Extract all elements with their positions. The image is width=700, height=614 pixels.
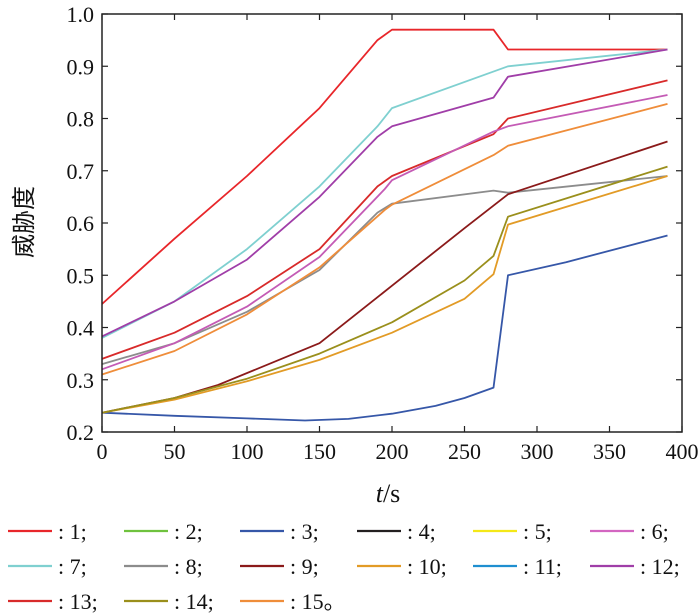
series-line-13 xyxy=(101,79,668,360)
y-tick-label: 0.2 xyxy=(67,420,95,445)
plot-frame xyxy=(101,13,683,433)
legend-label-1: : 1; xyxy=(58,519,87,544)
y-tick-label: 0.3 xyxy=(67,368,95,393)
legend-label-15: : 15。 xyxy=(290,589,346,614)
x-tick-label: 200 xyxy=(376,439,409,464)
x-tick-label: 350 xyxy=(593,439,626,464)
series-line-1 xyxy=(101,28,668,305)
legend-label-2: : 2; xyxy=(174,519,203,544)
legend-label-13: : 13; xyxy=(58,589,98,614)
series-line-3 xyxy=(101,234,668,422)
legend-label-14: : 14; xyxy=(174,589,214,614)
legend-label-6: : 6; xyxy=(640,519,669,544)
plot-lines xyxy=(101,28,668,422)
legend-label-5: : 5; xyxy=(523,519,552,544)
x-axis-label: t/s xyxy=(376,479,401,508)
axis-tick-labels: 0 50 100 150 200 250 300 350 400 0.2 0.3 0.4 0.5 0.6 0… xyxy=(67,2,699,464)
x-tick-label: 250 xyxy=(448,439,481,464)
y-tick-label: 0.4 xyxy=(67,316,95,341)
legend: : 1; : 2; : 3; : 4; : 5; : 6; : 7; : 8; : 9; : 10… xyxy=(8,519,680,614)
series-line-15 xyxy=(101,103,668,376)
axis-ticks xyxy=(101,13,683,433)
series-line-7 xyxy=(101,48,668,339)
y-tick-label: 1.0 xyxy=(67,2,95,27)
y-tick-label: 0.8 xyxy=(67,107,95,132)
legend-label-10: : 10; xyxy=(407,554,447,579)
series-line-12 xyxy=(101,48,668,338)
x-axis-label-unit: /s xyxy=(383,479,400,508)
series-line-14 xyxy=(101,165,668,414)
legend-label-9: : 9; xyxy=(290,554,319,579)
x-tick-label: 0 xyxy=(97,439,108,464)
series-line-8 xyxy=(101,175,668,365)
x-tick-label: 100 xyxy=(231,439,264,464)
x-tick-label: 50 xyxy=(164,439,186,464)
y-tick-label: 0.5 xyxy=(67,263,95,288)
legend-label-12: : 12; xyxy=(640,554,680,579)
legend-label-11: : 11; xyxy=(523,554,562,579)
x-tick-label: 150 xyxy=(303,439,336,464)
legend-label-7: : 7; xyxy=(58,554,87,579)
x-tick-label: 300 xyxy=(521,439,554,464)
series-line-10 xyxy=(101,175,668,414)
y-tick-label: 0.9 xyxy=(67,54,95,79)
y-tick-label: 0.7 xyxy=(67,159,95,184)
series-line-16 xyxy=(101,94,668,371)
legend-label-3: : 3; xyxy=(290,519,319,544)
y-tick-label: 0.6 xyxy=(67,211,95,236)
legend-label-4: : 4; xyxy=(407,519,436,544)
x-axis-label-var: t xyxy=(376,479,384,508)
legend-label-8: : 8; xyxy=(174,554,203,579)
x-tick-label: 400 xyxy=(666,439,699,464)
y-axis-label: 威胁度 xyxy=(10,186,38,258)
